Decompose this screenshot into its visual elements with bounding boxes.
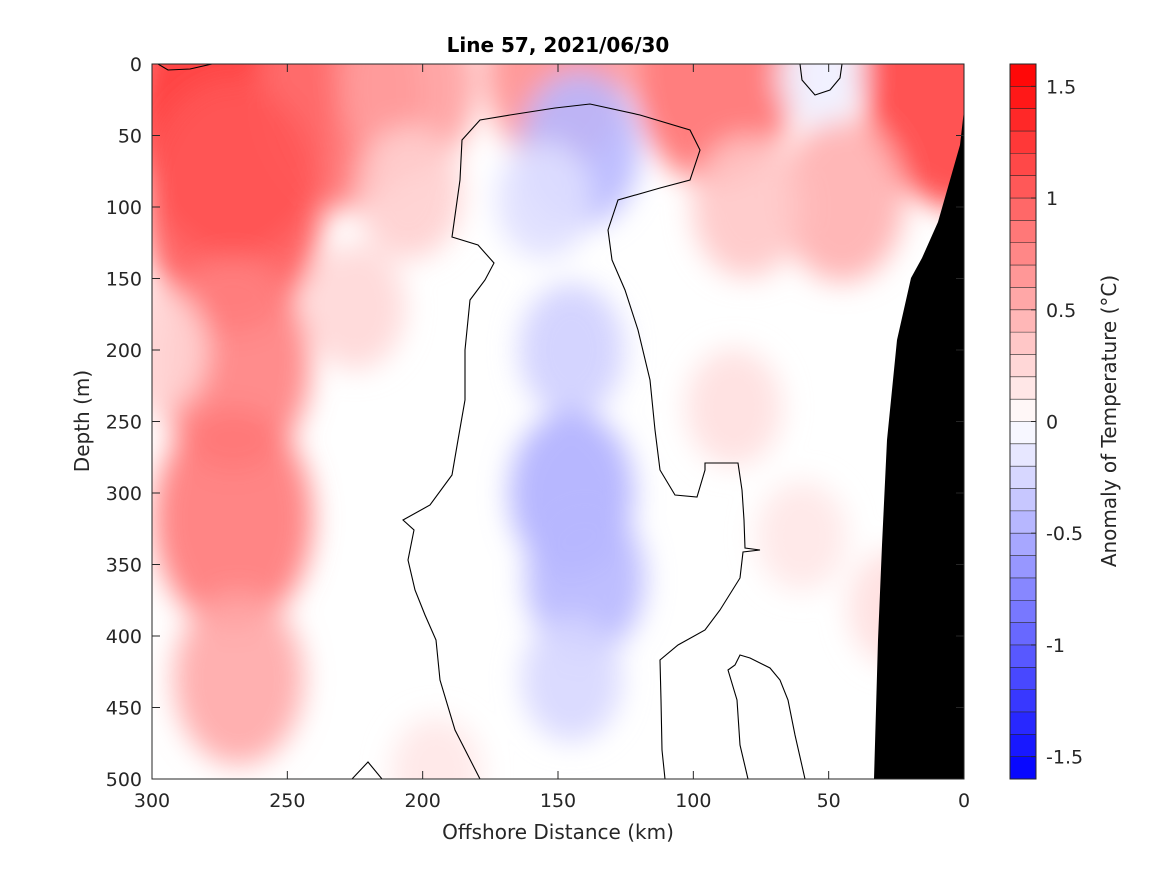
colorbar-level xyxy=(1010,131,1036,154)
colorbar-level xyxy=(1010,376,1036,400)
anomaly-cool-23 xyxy=(525,500,645,658)
anomaly-warm-8 xyxy=(153,408,313,629)
y-tick-label: 150 xyxy=(106,269,142,291)
anomaly-field xyxy=(152,64,964,779)
colorbar-level xyxy=(1010,555,1036,578)
colorbar-level xyxy=(1010,242,1036,266)
colorbar-tick-label: -1.5 xyxy=(1046,747,1083,769)
anomaly-warm-9 xyxy=(173,592,304,766)
anomaly-warm-16 xyxy=(756,481,847,591)
chart-title: Line 57, 2021/06/30 xyxy=(447,33,670,57)
colorbar-level xyxy=(1010,86,1036,109)
y-tick-label: 350 xyxy=(106,555,142,577)
anomaly-warm-14 xyxy=(692,136,803,278)
y-tick-label: 250 xyxy=(106,412,142,434)
y-axis-label: Depth (m) xyxy=(70,370,94,472)
colorbar-level xyxy=(1010,667,1036,690)
anomaly-warm-11 xyxy=(304,244,406,370)
colorbar-level xyxy=(1010,64,1036,87)
colorbar-level xyxy=(1010,644,1036,668)
y-tick-label: 500 xyxy=(106,769,142,791)
colorbar-level xyxy=(1010,488,1036,511)
plot-area xyxy=(151,63,965,780)
x-tick-label: 50 xyxy=(817,790,841,812)
colorbar-level xyxy=(1010,711,1036,735)
anomaly-warm-13 xyxy=(779,117,905,283)
colorbar-level xyxy=(1010,287,1036,310)
x-tick-label: 0 xyxy=(958,790,970,812)
y-tick-label: 50 xyxy=(118,126,142,148)
y-tick-label: 100 xyxy=(106,197,142,219)
x-tick-label: 250 xyxy=(269,790,305,812)
x-tick-label: 150 xyxy=(540,790,576,812)
colorbar-level xyxy=(1010,533,1036,556)
colorbar-tick-label: -1 xyxy=(1046,635,1065,657)
x-axis: 300 250 200 150 100 50 0 xyxy=(134,64,970,812)
colorbar-level xyxy=(1010,108,1036,132)
colorbar-level xyxy=(1010,622,1036,645)
colorbar-level xyxy=(1010,689,1036,712)
x-tick-label: 300 xyxy=(134,790,170,812)
anomaly-warm-6 xyxy=(152,81,323,333)
colorbar-level xyxy=(1010,443,1036,467)
x-tick-label: 200 xyxy=(405,790,441,812)
y-tick-label: 200 xyxy=(106,340,142,362)
x-axis-label: Offshore Distance (km) xyxy=(442,820,674,844)
colorbar: -1.5 -1 -0.5 0 0.5 1 1.5 xyxy=(1009,63,1083,780)
colorbar-level xyxy=(1010,309,1036,333)
colorbar-tick-label: 1.5 xyxy=(1046,76,1076,98)
colorbar-level xyxy=(1010,600,1036,623)
colorbar-level xyxy=(1010,399,1036,422)
bathymetry-mask xyxy=(874,110,964,779)
y-tick-label: 0 xyxy=(130,54,142,76)
colorbar-level xyxy=(1010,175,1036,199)
colorbar-level xyxy=(1010,421,1036,444)
colorbar-tick-label: 0.5 xyxy=(1046,300,1076,322)
anomaly-warm-15 xyxy=(686,348,782,466)
colorbar-level xyxy=(1010,220,1036,243)
colorbar-level xyxy=(1010,198,1036,221)
zero-contour xyxy=(157,64,843,779)
colorbar-level xyxy=(1010,756,1036,779)
anomaly-cool-21 xyxy=(519,283,625,417)
colorbar-tick-label: 0 xyxy=(1046,412,1058,434)
y-tick-label: 300 xyxy=(106,483,142,505)
anomaly-cool-24 xyxy=(521,616,622,742)
anomaly-warm-12 xyxy=(356,126,462,260)
y-axis: 0 50 100 150 200 250 300 350 400 450 500 xyxy=(106,54,964,791)
colorbar-tick-label: -0.5 xyxy=(1046,523,1083,545)
y-tick-label: 400 xyxy=(106,626,142,648)
anomaly-warm-10 xyxy=(152,287,208,413)
anomaly-cool-25 xyxy=(777,64,864,127)
colorbar-level xyxy=(1010,153,1036,176)
colorbar-level xyxy=(1010,577,1036,601)
colorbar-level xyxy=(1010,734,1036,757)
colorbar-level xyxy=(1010,332,1036,355)
colorbar-tick-label: 1 xyxy=(1046,188,1058,210)
anomaly-cool-20 xyxy=(496,141,593,259)
colorbar-level xyxy=(1010,466,1036,489)
colorbar-level xyxy=(1010,354,1036,377)
anomaly-warm-18 xyxy=(391,717,482,779)
colorbar-label: Anomaly of Temperature (°C) xyxy=(1097,275,1121,567)
y-tick-label: 450 xyxy=(106,698,142,720)
colorbar-level xyxy=(1010,510,1036,534)
colorbar-level xyxy=(1010,265,1036,288)
anomaly-warm-5 xyxy=(862,64,964,209)
x-tick-label: 100 xyxy=(675,790,711,812)
